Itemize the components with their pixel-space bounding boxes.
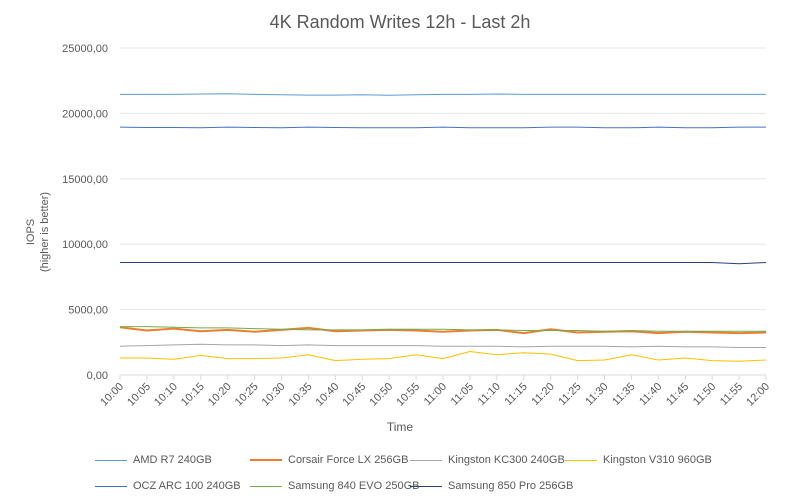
legend-label: Samsung 850 Pro 256GB [448,480,574,492]
x-tick-label: 11:55 [718,381,745,408]
series-line-1 [119,326,767,335]
legend-item: Corsair Force LX 256GB [250,452,408,468]
chart-title: 4K Random Writes 12h - Last 2h [269,12,531,32]
legend-swatch [250,459,282,461]
legend-label: AMD R7 240GB [133,454,212,466]
x-tick-label: 11:05 [449,381,476,408]
x-tick-label: 11:15 [502,381,529,408]
legend-label: Kingston V310 960GB [603,454,712,466]
x-tick-label: 10:35 [287,381,315,409]
series-line-2 [119,343,766,348]
x-tick-label: 10:10 [152,381,180,409]
series-line-5 [120,326,766,332]
legend-label: Corsair Force LX 256GB [288,454,409,466]
legend-swatch [565,459,597,461]
x-tick-label: 10:25 [233,381,261,409]
x-tick-label: 11:40 [637,381,664,408]
x-tick-label: 11:00 [422,381,449,408]
x-tick-label: 10:50 [367,381,395,409]
x-tick-label: 11:50 [691,381,718,408]
x-tick-label: 10:00 [98,381,126,409]
x-tick-label: 11:20 [529,381,556,408]
legend-item: Kingston V310 960GB [565,452,712,468]
x-tick-label: 10:30 [260,381,288,409]
series-line-6 [120,262,767,265]
x-tick-label: 11:45 [664,381,691,408]
legend-swatch [95,485,127,487]
legend: AMD R7 240GB Corsair Force LX 256GB Kingst… [0,448,800,498]
y-tick-label: 20000,00 [62,108,108,120]
legend-swatch [410,485,442,487]
legend-swatch [250,485,282,487]
x-tick-label: 10:20 [206,381,234,409]
x-tick-label: 10:15 [179,381,207,409]
x-tick-label: 10:40 [314,381,342,409]
x-tick-label: 11:30 [583,381,610,408]
legend-item: Samsung 840 EVO 250GB [250,478,419,494]
y-tick-label: 10000,00 [62,239,108,251]
legend-swatch [410,459,442,461]
x-tick-label: 10:05 [125,381,153,409]
y-tick-label: 15000,00 [62,174,108,186]
legend-item: OCZ ARC 100 240GB [95,478,241,494]
legend-label: Kingston KC300 240GB [448,454,565,466]
series-line-0 [120,93,766,96]
legend-item: Kingston KC300 240GB [410,452,565,468]
x-tick-label: 12:00 [744,381,772,409]
x-tick-label: 10:55 [394,381,422,409]
x-tick-label: 10:45 [340,381,368,409]
y-tick-label: 5000,00 [68,305,108,317]
y-tick-label: 0,00 [87,370,108,382]
x-tick-label: 11:35 [610,381,637,408]
series-line-3 [120,351,767,362]
legend-label: Samsung 840 EVO 250GB [288,480,420,492]
legend-swatch [95,459,127,461]
legend-label: OCZ ARC 100 240GB [133,480,241,492]
series-line-4 [119,126,766,129]
x-tick-label: 11:25 [556,381,583,408]
x-tick-label: 11:10 [476,381,503,408]
legend-item: AMD R7 240GB [95,452,212,468]
legend-item: Samsung 850 Pro 256GB [410,478,573,494]
y-tick-label: 25000,00 [62,43,108,55]
x-axis-label: Time [386,420,414,434]
